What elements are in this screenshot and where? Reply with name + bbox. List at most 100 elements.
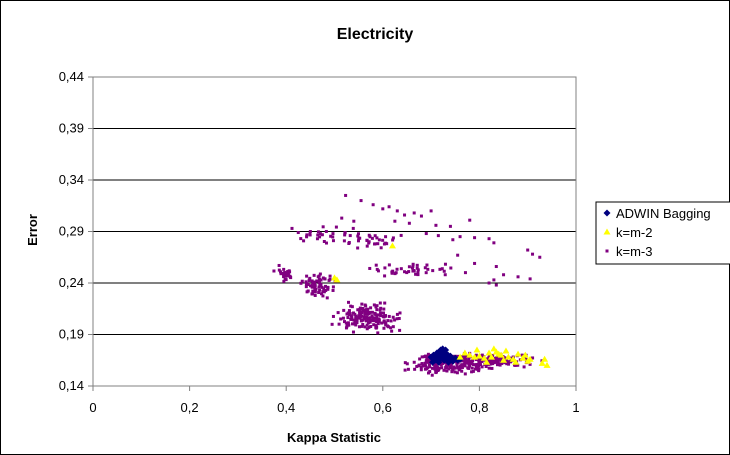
point-k-m-3	[356, 232, 360, 236]
point-k-m-3	[407, 221, 411, 225]
point-k-m-3	[399, 267, 403, 271]
point-k-m-3	[413, 367, 417, 371]
point-k-m-3	[283, 277, 287, 281]
point-k-m-3	[347, 313, 351, 317]
point-k-m-2	[500, 356, 508, 363]
point-k-m-3	[306, 289, 310, 293]
point-k-m-3	[387, 205, 391, 209]
point-k-m-3	[379, 311, 383, 315]
point-k-m-3	[415, 263, 419, 267]
point-k-m-3	[430, 373, 434, 377]
point-k-m-3	[428, 357, 432, 361]
point-k-m-3	[349, 317, 353, 321]
point-k-m-3	[460, 369, 464, 373]
x-tick-label: 0,6	[374, 400, 392, 415]
point-k-m-3	[452, 365, 456, 369]
point-k-m-3	[324, 241, 328, 245]
point-k-m-3	[496, 355, 500, 359]
point-k-m-3	[522, 365, 526, 369]
point-k-m-3	[451, 238, 455, 242]
point-k-m-3	[427, 360, 431, 364]
point-k-m-3	[364, 308, 368, 312]
x-tick-label: 0,8	[470, 400, 488, 415]
point-k-m-3	[340, 216, 344, 220]
point-k-m-3	[391, 325, 395, 329]
point-k-m-3	[424, 354, 428, 358]
point-k-m-3	[526, 248, 530, 252]
point-k-m-3	[398, 328, 402, 332]
point-k-m-3	[496, 359, 500, 363]
point-k-m-3	[318, 232, 322, 236]
point-k-m-3	[395, 317, 399, 321]
point-k-m-3	[395, 209, 399, 213]
point-k-m-3	[343, 320, 347, 324]
point-k-m-3	[406, 367, 410, 371]
point-k-m-3	[365, 312, 369, 316]
point-k-m-3	[439, 363, 443, 367]
y-tick-label: 0,34	[59, 172, 84, 187]
point-k-m-3	[304, 280, 308, 284]
point-k-m-3	[462, 354, 466, 358]
point-k-m-3	[381, 238, 385, 242]
legend-marker	[603, 228, 611, 235]
point-k-m-2	[543, 361, 551, 368]
point-k-m-3	[528, 277, 532, 281]
point-k-m-3	[418, 357, 422, 361]
point-k-m-3	[426, 267, 430, 271]
point-k-m-3	[473, 367, 477, 371]
point-k-m-3	[375, 236, 379, 240]
point-k-m-3	[480, 365, 484, 369]
point-k-m-3	[363, 325, 367, 329]
point-k-m-3	[325, 296, 329, 300]
point-k-m-3	[464, 359, 468, 363]
point-k-m-3	[476, 367, 480, 371]
point-k-m-3	[373, 242, 377, 246]
y-axis-ticks: 0,14 0,19 0,24 0,29 0,34 0,39 0,44	[59, 69, 93, 393]
point-k-m-3	[492, 360, 496, 364]
point-k-m-3	[507, 362, 511, 366]
point-k-m-3	[442, 368, 446, 372]
point-k-m-3	[463, 372, 467, 376]
point-k-m-3	[494, 265, 498, 269]
point-k-m-3	[277, 263, 281, 267]
point-k-m-3	[377, 319, 381, 323]
point-k-m-3	[538, 255, 542, 259]
point-k-m-3	[424, 232, 428, 236]
point-k-m-3	[358, 316, 362, 320]
point-k-m-3	[424, 271, 428, 275]
point-k-m-3	[282, 279, 286, 283]
point-k-m-3	[277, 268, 281, 272]
point-k-m-3	[458, 366, 462, 370]
point-k-m-3	[360, 314, 364, 318]
point-k-m-3	[502, 273, 506, 277]
point-k-m-3	[426, 352, 430, 356]
point-k-m-3	[304, 285, 308, 289]
point-k-m-3	[374, 324, 378, 328]
point-k-m-3	[499, 359, 503, 363]
point-k-m-3	[331, 235, 335, 239]
point-k-m-3	[440, 366, 444, 370]
point-k-m-3	[449, 363, 453, 367]
point-k-m-3	[358, 306, 362, 310]
point-k-m-3	[381, 311, 385, 315]
point-k-m-3	[343, 233, 347, 237]
point-k-m-3	[319, 292, 323, 296]
point-k-m-3	[415, 266, 419, 270]
point-k-m-3	[355, 318, 359, 322]
point-k-m-3	[302, 239, 306, 243]
point-k-m-3	[382, 242, 386, 246]
point-k-m-3	[345, 325, 349, 329]
point-k-m-3	[425, 366, 429, 370]
point-k-m-3	[443, 273, 447, 277]
point-k-m-3	[391, 315, 395, 319]
point-k-m-3	[384, 235, 388, 239]
point-k-m-2	[456, 353, 464, 360]
point-k-m-3	[448, 363, 452, 367]
point-k-m-2	[333, 276, 341, 283]
point-k-m-3	[425, 263, 429, 267]
point-k-m-3	[463, 364, 467, 368]
point-k-m-3	[473, 236, 477, 240]
point-k-m-3	[450, 370, 454, 374]
point-k-m-2	[521, 351, 529, 358]
point-k-m-3	[487, 237, 491, 241]
